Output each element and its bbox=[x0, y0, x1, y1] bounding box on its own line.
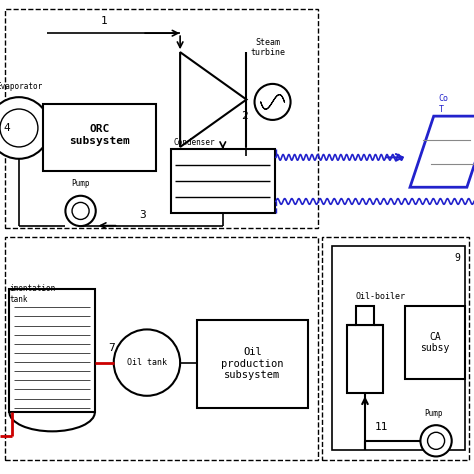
Text: Steam
turbine: Steam turbine bbox=[250, 38, 285, 57]
Circle shape bbox=[65, 196, 96, 226]
Text: 2: 2 bbox=[241, 111, 247, 121]
Circle shape bbox=[0, 97, 50, 159]
Text: 7: 7 bbox=[108, 343, 115, 353]
Bar bbox=[5, 9, 318, 228]
Bar bbox=[9, 289, 95, 412]
Text: 3: 3 bbox=[139, 210, 146, 220]
Text: ORC
subsystem: ORC subsystem bbox=[69, 124, 130, 146]
Text: 1: 1 bbox=[101, 16, 108, 26]
Circle shape bbox=[114, 329, 180, 396]
Text: Condenser: Condenser bbox=[173, 138, 215, 147]
Text: Oil tank: Oil tank bbox=[127, 358, 167, 367]
Bar bbox=[197, 320, 308, 408]
Circle shape bbox=[428, 432, 445, 449]
Bar bbox=[43, 104, 156, 171]
Text: Pump: Pump bbox=[71, 179, 90, 188]
Bar bbox=[171, 149, 275, 213]
Polygon shape bbox=[180, 52, 246, 147]
Circle shape bbox=[72, 202, 89, 219]
Polygon shape bbox=[410, 116, 474, 187]
Bar bbox=[405, 306, 465, 379]
Text: Oil
production
subsystem: Oil production subsystem bbox=[221, 347, 283, 381]
Bar bbox=[356, 306, 374, 325]
Text: Evaporator: Evaporator bbox=[0, 82, 42, 91]
Text: 4: 4 bbox=[4, 123, 10, 133]
Circle shape bbox=[255, 84, 291, 120]
Text: 9: 9 bbox=[455, 253, 460, 264]
Text: CA
subsy: CA subsy bbox=[420, 332, 449, 353]
Bar bbox=[332, 246, 465, 450]
Text: Oil-boiler: Oil-boiler bbox=[356, 292, 405, 301]
Text: Co
T: Co T bbox=[438, 94, 448, 114]
Text: imentation
tank: imentation tank bbox=[9, 284, 56, 304]
Text: 11: 11 bbox=[374, 421, 388, 432]
Bar bbox=[347, 325, 383, 393]
Text: Pump: Pump bbox=[424, 409, 443, 418]
Bar bbox=[5, 237, 318, 460]
Circle shape bbox=[420, 425, 452, 456]
Bar bbox=[322, 237, 469, 460]
Circle shape bbox=[0, 109, 38, 147]
